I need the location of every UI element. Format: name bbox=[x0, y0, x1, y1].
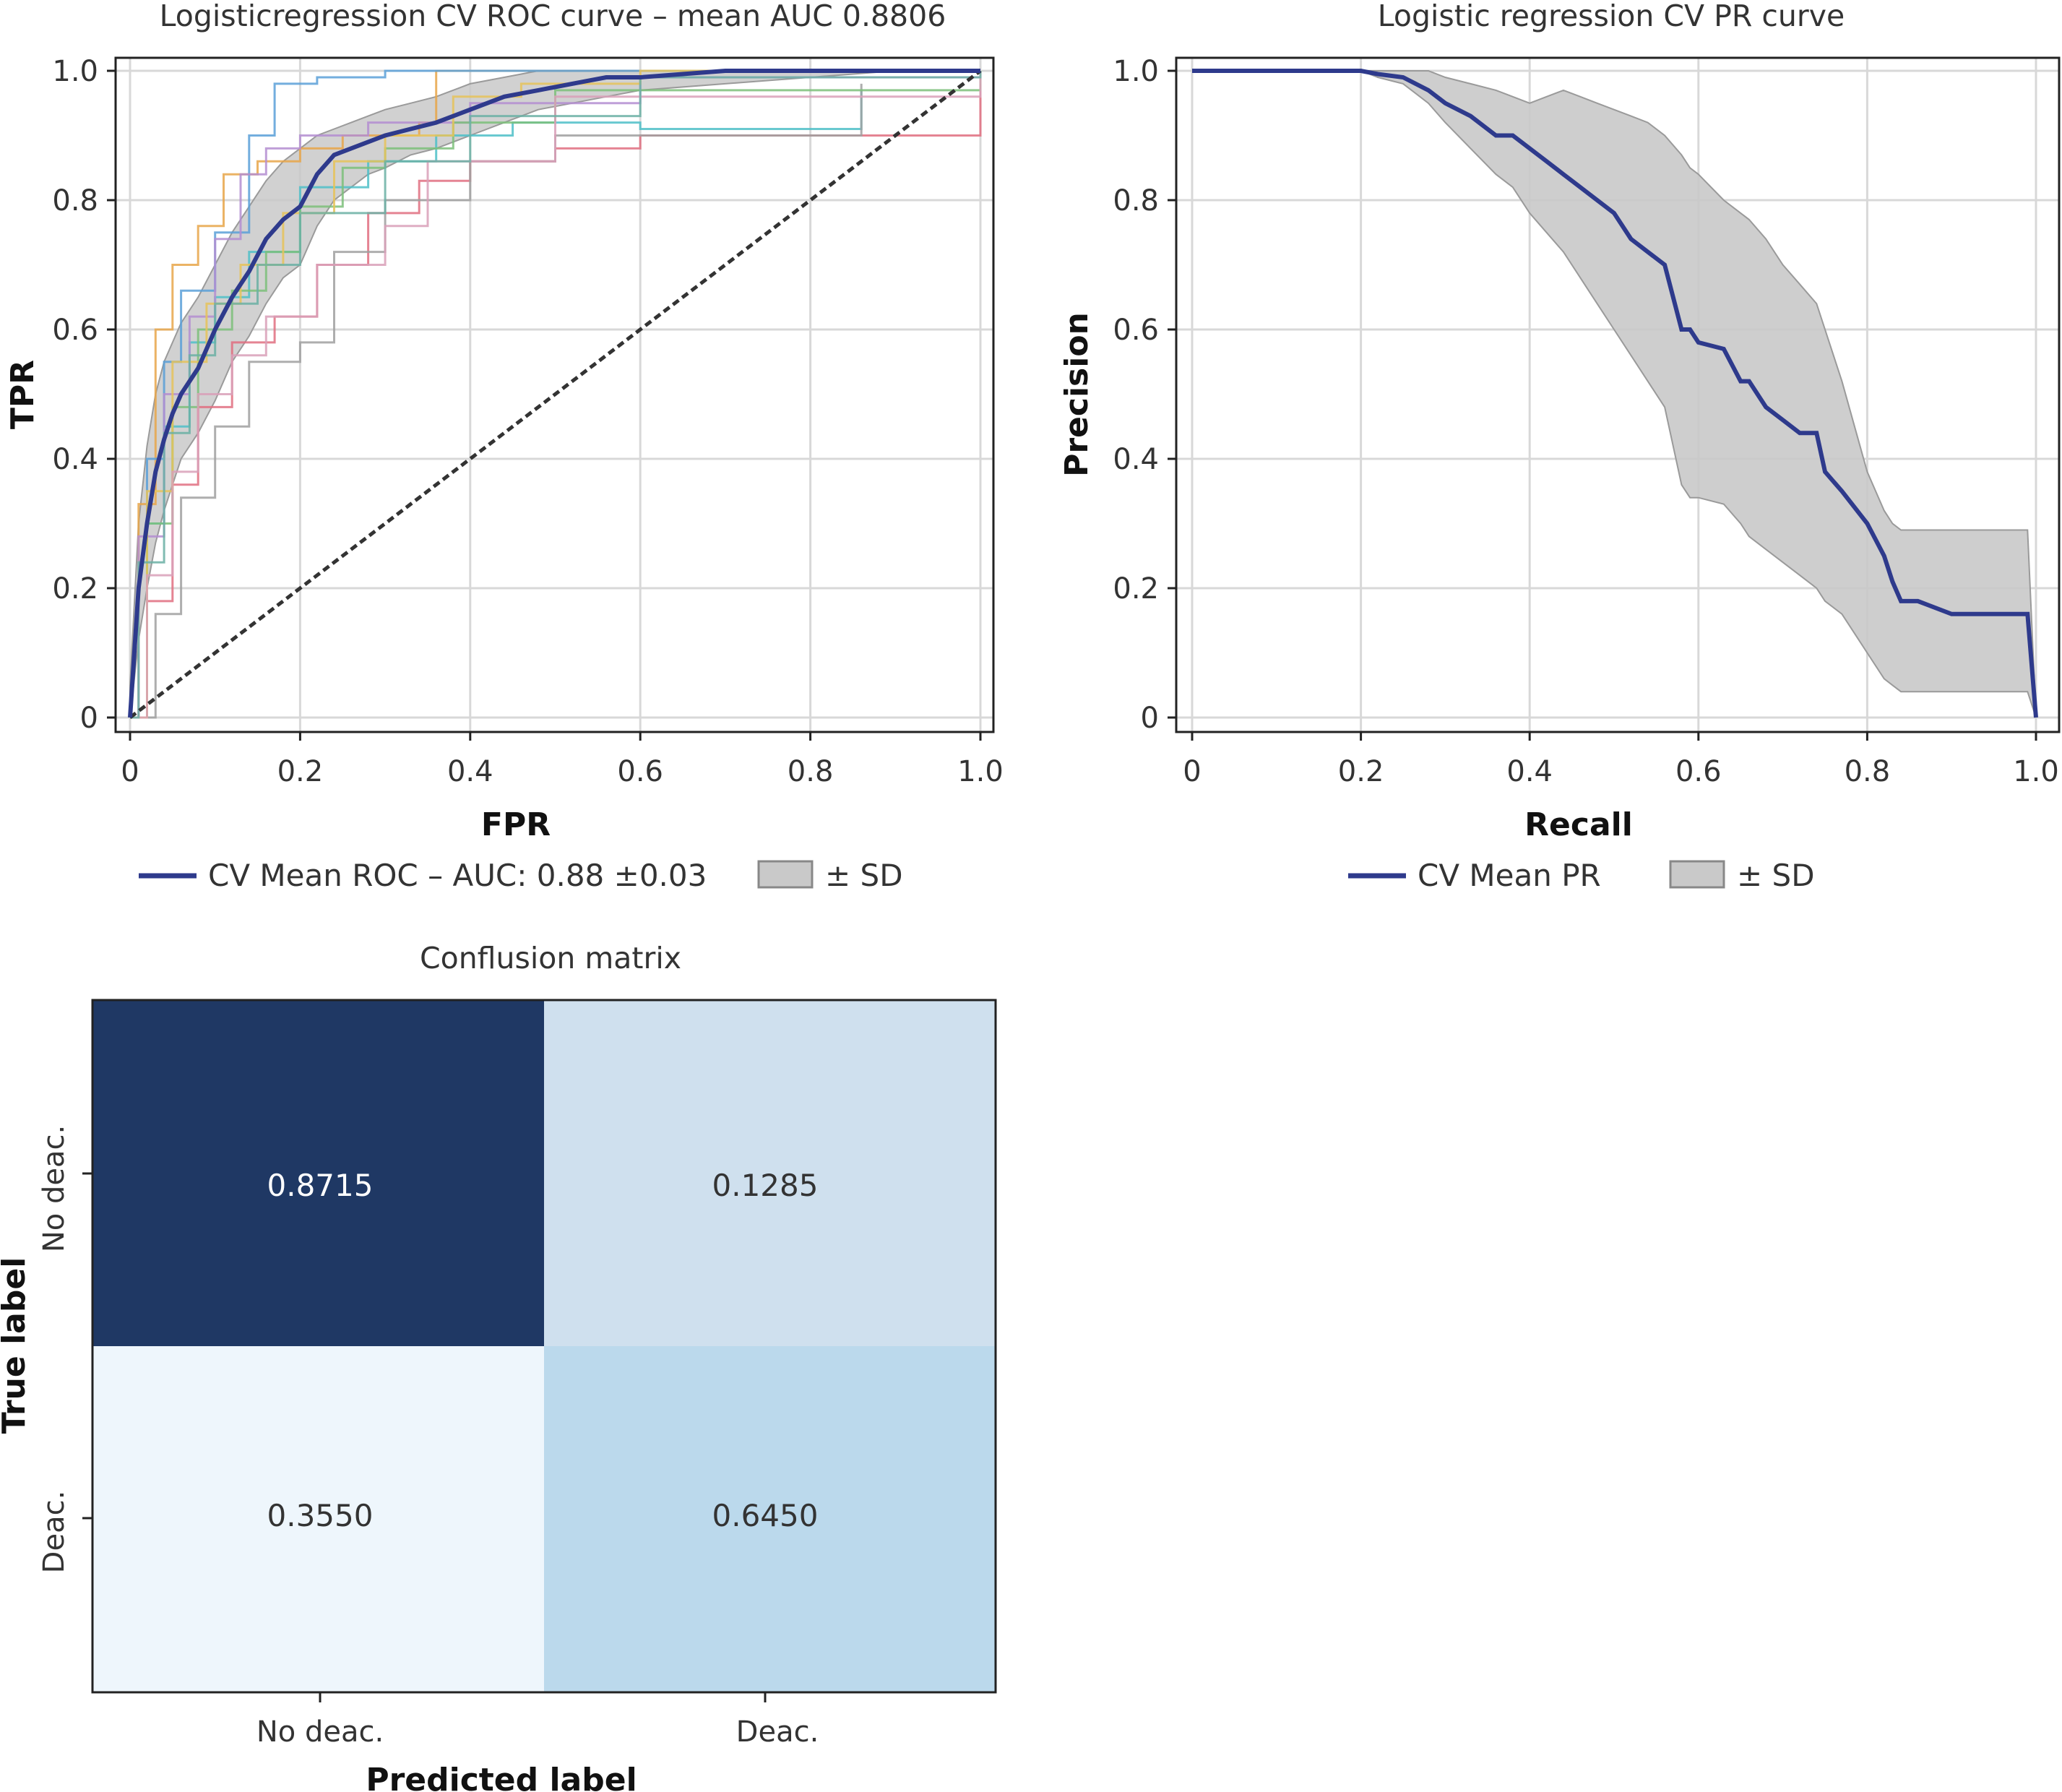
cm-cell-value: 0.6450 bbox=[712, 1498, 819, 1533]
pr-x-label: Recall bbox=[1524, 806, 1633, 843]
cm-x-ticks: No deac. Deac. bbox=[256, 1692, 819, 1749]
pr-x-tick-label: 0.8 bbox=[1845, 755, 1891, 788]
cm-cell-value: 0.8715 bbox=[267, 1168, 374, 1203]
pr-x-tick-label: 0.2 bbox=[1338, 755, 1384, 788]
roc-y-tick-label: 0.6 bbox=[52, 314, 98, 347]
pr-y-tick-label: 0.2 bbox=[1113, 572, 1159, 606]
roc-y-label: TPR bbox=[4, 360, 41, 429]
pr-x-ticks: 0 0.2 0.4 0.6 0.8 1.0 bbox=[1183, 732, 2059, 788]
pr-x-tick-label: 0.4 bbox=[1506, 755, 1553, 788]
roc-x-label: FPR bbox=[481, 806, 551, 843]
pr-chart: Logistic regression CV PR curve 0 0.2 0.4 0… bbox=[1058, 0, 2061, 893]
pr-sd-band bbox=[1192, 70, 2037, 718]
roc-title: Logisticregression CV ROC curve – mean A… bbox=[160, 0, 946, 33]
cm-cell bbox=[544, 1346, 996, 1692]
cm-y-label: True label bbox=[0, 1257, 33, 1434]
roc-x-tick-label: 1.0 bbox=[957, 755, 1004, 788]
cm-cells: 0.8715 0.1285 0.3550 0.6450 bbox=[92, 1000, 996, 1692]
roc-mean-curve bbox=[128, 69, 980, 718]
pr-y-tick-label: 0.6 bbox=[1113, 314, 1159, 347]
roc-y-ticks: 0 0.2 0.4 0.6 0.8 1.0 bbox=[52, 55, 116, 735]
roc-fold-curve bbox=[130, 71, 982, 719]
roc-x-tick-label: 0.2 bbox=[277, 755, 324, 788]
pr-legend-band-swatch bbox=[1669, 860, 1725, 889]
cm-y-ticks: No deac. Deac. bbox=[38, 1125, 92, 1573]
roc-x-ticks: 0 0.2 0.4 0.6 0.8 1.0 bbox=[121, 732, 1004, 788]
pr-legend: CV Mean PR ± SD bbox=[1348, 858, 1815, 893]
cm-title: Conflusion matrix bbox=[420, 941, 681, 975]
roc-legend: CV Mean ROC – AUC: 0.88 ±0.03 ± SD bbox=[139, 858, 903, 893]
roc-frame bbox=[114, 56, 995, 733]
roc-y-tick-label: 0.2 bbox=[52, 572, 98, 606]
pr-mean-curve bbox=[1192, 69, 2038, 718]
roc-x-tick-label: 0.4 bbox=[447, 755, 493, 788]
cm-cell bbox=[544, 1000, 996, 1346]
roc-fold-curve bbox=[130, 83, 982, 719]
roc-y-tick-label: 0.8 bbox=[52, 184, 98, 217]
roc-legend-mean-label: CV Mean ROC – AUC: 0.88 ±0.03 bbox=[208, 858, 707, 893]
roc-chart: Logisticregression CV ROC curve – mean A… bbox=[4, 0, 1004, 893]
pr-y-tick-label: 0 bbox=[1141, 702, 1159, 735]
roc-x-tick-label: 0.8 bbox=[788, 755, 834, 788]
cm-cell bbox=[92, 1346, 544, 1692]
confusion-matrix: Conflusion matrix 0.8715 0.1285 0.3550 0.64… bbox=[0, 941, 997, 1792]
roc-x-tick-label: 0 bbox=[121, 755, 139, 788]
pr-y-tick-label: 1.0 bbox=[1113, 55, 1159, 88]
pr-y-label: Precision bbox=[1058, 312, 1095, 477]
pr-x-tick-label: 1.0 bbox=[2013, 755, 2059, 788]
roc-y-tick-label: 0.4 bbox=[52, 443, 98, 476]
pr-x-tick-label: 0 bbox=[1183, 755, 1201, 788]
pr-x-tick-label: 0.6 bbox=[1675, 755, 1722, 788]
cm-y-tick-label: No deac. bbox=[38, 1125, 71, 1252]
pr-y-tick-label: 0.4 bbox=[1113, 443, 1159, 476]
pr-frame bbox=[1175, 56, 2061, 733]
pr-y-tick-label: 0.8 bbox=[1113, 184, 1159, 217]
cm-cell bbox=[92, 1000, 544, 1346]
pr-legend-mean-label: CV Mean PR bbox=[1418, 858, 1601, 893]
pr-y-ticks: 0 0.2 0.4 0.6 0.8 1.0 bbox=[1113, 55, 1176, 735]
cm-frame bbox=[91, 999, 997, 1694]
roc-legend-band-swatch bbox=[757, 860, 814, 889]
cm-y-tick-label: Deac. bbox=[38, 1491, 71, 1574]
roc-chance-line bbox=[129, 69, 982, 719]
roc-fold-curve bbox=[130, 71, 982, 719]
cm-x-tick-label: Deac. bbox=[736, 1715, 819, 1749]
roc-legend-band-label: ± SD bbox=[825, 858, 903, 893]
roc-y-tick-label: 1.0 bbox=[52, 55, 98, 88]
roc-x-tick-label: 0.6 bbox=[617, 755, 663, 788]
pr-title: Logistic regression CV PR curve bbox=[1378, 0, 1845, 33]
cm-x-tick-label: No deac. bbox=[256, 1715, 384, 1749]
cm-cell-value: 0.3550 bbox=[267, 1498, 374, 1533]
cm-cell-value: 0.1285 bbox=[712, 1168, 819, 1203]
pr-legend-band-label: ± SD bbox=[1737, 858, 1815, 893]
roc-y-tick-label: 0 bbox=[80, 702, 98, 735]
cm-x-label: Predicted label bbox=[366, 1762, 637, 1792]
